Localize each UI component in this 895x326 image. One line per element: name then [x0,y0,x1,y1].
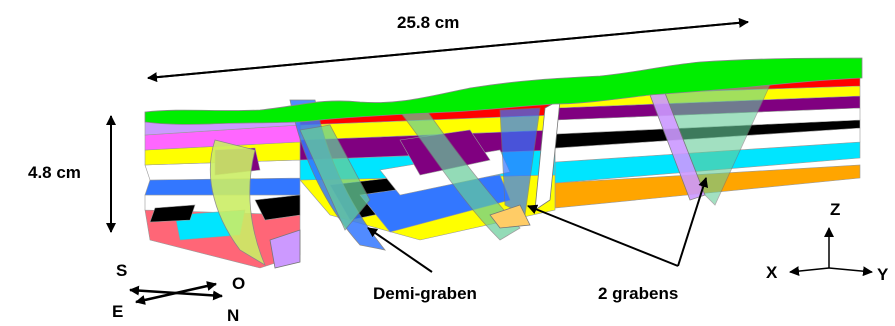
graben-arrow-1 [527,204,679,267]
height-label: 4.8 cm [28,163,81,182]
orientation-south: S [116,261,128,280]
orientation-compass [129,281,223,305]
axis-triad [789,227,873,277]
fault-surfaces [209,84,771,269]
axis-x-label: X [766,263,778,282]
top-surface [144,57,863,125]
orientation-north: N [227,306,240,325]
orientation-west: O [232,274,246,293]
x-axis-arrow [789,266,830,277]
half-graben-label: Demi-graben [373,284,477,303]
annotation-arrows [367,177,709,273]
length-label: 25.8 cm [397,13,460,32]
axis-y-label: Y [877,265,889,284]
axis-z-label: Z [830,200,841,219]
y-axis-arrow [828,266,873,277]
length-dimension [147,17,749,83]
graben-arrow-2 [677,177,709,267]
model-block [144,57,863,269]
half-graben-arrow [367,227,433,273]
orientation-east: E [112,302,124,321]
grabens-label: 2 grabens [598,284,679,303]
